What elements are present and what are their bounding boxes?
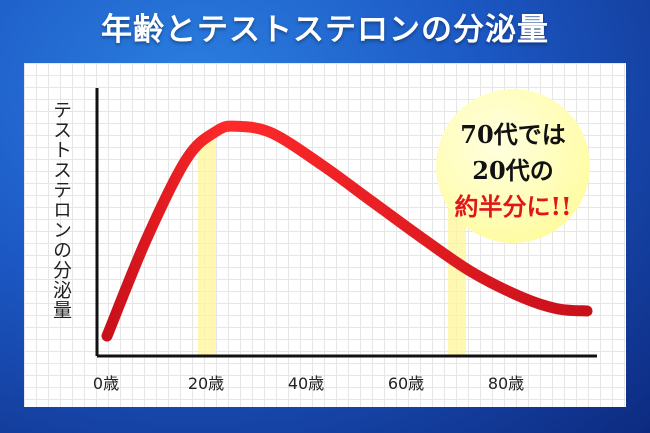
callout-line-2: 20代の xyxy=(472,156,554,185)
callout-line-1: 70代では xyxy=(460,120,566,149)
x-tick-label: 80歳 xyxy=(487,374,525,393)
callout-line-3: 約半分に!! xyxy=(454,192,572,221)
chart-title: 年齢とテストステロンの分泌量 xyxy=(101,12,549,48)
callout-bubble: 70代では 20代の 約半分に!! xyxy=(436,89,590,243)
x-tick-label: 60歳 xyxy=(387,374,425,393)
highlight-band-22 xyxy=(198,140,216,356)
x-tick-label: 20歳 xyxy=(187,374,225,393)
data-line xyxy=(101,120,593,342)
x-tick-label: 0歳 xyxy=(92,374,120,393)
y-axis-label: テストステロンの分泌量 xyxy=(50,100,72,320)
x-tick-label: 40歳 xyxy=(287,374,325,393)
